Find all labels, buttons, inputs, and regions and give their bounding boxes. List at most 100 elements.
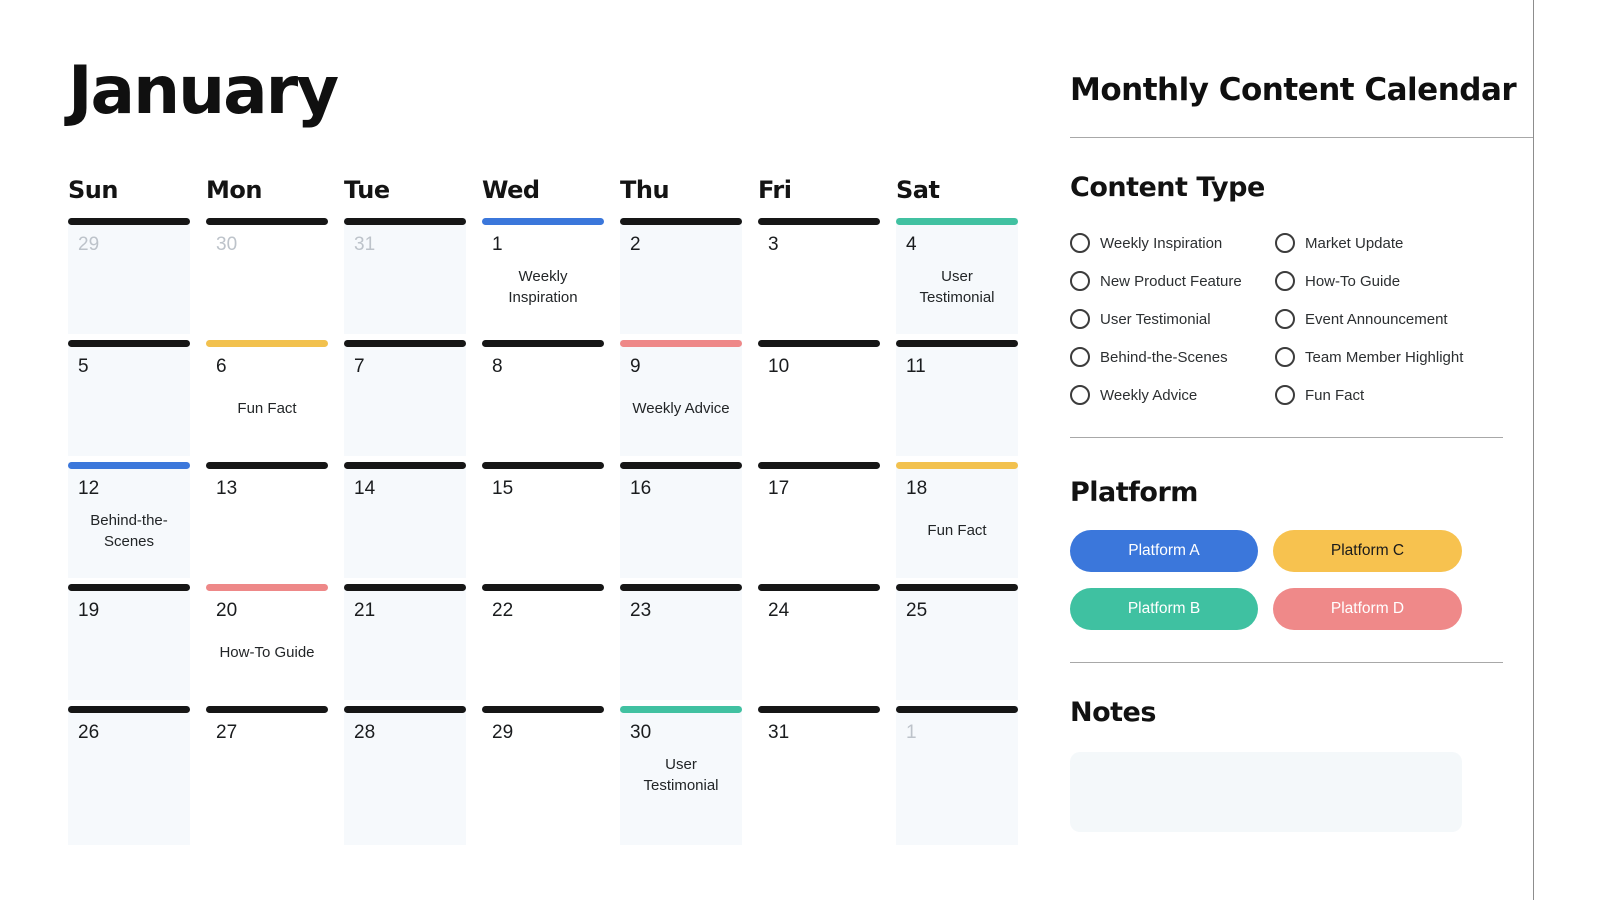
content-type-option: Weekly Inspiration: [1070, 224, 1275, 262]
day-number: 16: [630, 478, 652, 499]
calendar-cell[interactable]: 24: [758, 584, 880, 700]
day-number: 26: [78, 722, 100, 743]
radio-icon[interactable]: [1070, 347, 1090, 367]
weekday-label: Thu: [620, 176, 670, 204]
calendar-cell[interactable]: 18 Fun Fact: [896, 462, 1018, 578]
calendar-cell[interactable]: 6 Fun Fact: [206, 340, 328, 456]
calendar-cell[interactable]: 20 How-To Guide: [206, 584, 328, 700]
calendar-cell[interactable]: 1: [896, 706, 1018, 845]
calendar-cell[interactable]: 26: [68, 706, 190, 845]
radio-icon[interactable]: [1275, 233, 1295, 253]
platform-buttons: Platform A Platform C Platform B Platform D: [1070, 530, 1462, 630]
event-label: User Testimonial: [919, 267, 995, 306]
day-number: 21: [354, 600, 376, 621]
weekday-label: Fri: [758, 176, 792, 204]
calendar-cell[interactable]: 9 Weekly Advice: [620, 340, 742, 456]
cell-accent-bar: [896, 218, 1018, 225]
calendar-cell[interactable]: 22: [482, 584, 604, 700]
platform-button[interactable]: Platform D: [1273, 588, 1462, 630]
day-number: 9: [630, 356, 641, 377]
cell-accent-bar: [758, 584, 880, 591]
platform-button[interactable]: Platform A: [1070, 530, 1258, 572]
calendar-cell[interactable]: 27: [206, 706, 328, 845]
calendar-cell[interactable]: 12 Behind-the-Scenes: [68, 462, 190, 578]
calendar-cell[interactable]: 8: [482, 340, 604, 456]
calendar-cell[interactable]: 3: [758, 218, 880, 334]
content-type-label: Event Announcement: [1305, 310, 1448, 328]
notes-input-area[interactable]: [1070, 752, 1462, 832]
radio-icon[interactable]: [1070, 271, 1090, 291]
calendar-cell[interactable]: 14: [344, 462, 466, 578]
platform-button[interactable]: Platform B: [1070, 588, 1258, 630]
day-number: 30: [216, 234, 238, 255]
content-type-option: User Testimonial: [1070, 300, 1275, 338]
content-type-option: How-To Guide: [1275, 262, 1515, 300]
day-number: 22: [492, 600, 514, 621]
content-type-option: Behind-the-Scenes: [1070, 338, 1275, 376]
radio-icon[interactable]: [1070, 233, 1090, 253]
cell-accent-bar: [620, 706, 742, 713]
calendar-cell[interactable]: 21: [344, 584, 466, 700]
day-number: 29: [492, 722, 514, 743]
platform-button[interactable]: Platform C: [1273, 530, 1462, 572]
content-type-option: New Product Feature: [1070, 262, 1275, 300]
calendar-cell[interactable]: 25: [896, 584, 1018, 700]
weekday-row: Sun Mon Tue Wed Thu Fri Sat: [68, 166, 1018, 218]
calendar-cell[interactable]: 28: [344, 706, 466, 845]
day-number: 27: [216, 722, 238, 743]
radio-icon[interactable]: [1070, 309, 1090, 329]
day-number: 11: [906, 356, 926, 377]
cell-accent-bar: [896, 584, 1018, 591]
calendar-cell[interactable]: 13: [206, 462, 328, 578]
radio-icon[interactable]: [1275, 385, 1295, 405]
cell-accent-bar: [482, 706, 604, 713]
content-type-option: Weekly Advice: [1070, 376, 1275, 414]
day-number: 23: [630, 600, 652, 621]
cell-accent-bar: [344, 706, 466, 713]
radio-icon[interactable]: [1275, 347, 1295, 367]
content-type-label: Weekly Inspiration: [1100, 234, 1223, 252]
calendar-cell[interactable]: 2: [620, 218, 742, 334]
cell-accent-bar: [206, 218, 328, 225]
radio-icon[interactable]: [1070, 385, 1090, 405]
day-number: 1: [492, 234, 503, 255]
calendar-cell[interactable]: 4 User Testimonial: [896, 218, 1018, 334]
calendar-cell[interactable]: 1 Weekly Inspiration: [482, 218, 604, 334]
calendar-cell[interactable]: 23: [620, 584, 742, 700]
calendar-cell[interactable]: 10: [758, 340, 880, 456]
radio-icon[interactable]: [1275, 271, 1295, 291]
radio-icon[interactable]: [1275, 309, 1295, 329]
calendar-cell[interactable]: 29: [68, 218, 190, 334]
calendar-cell[interactable]: 16: [620, 462, 742, 578]
day-number: 19: [78, 600, 100, 621]
cell-accent-bar: [68, 218, 190, 225]
cell-accent-bar: [758, 340, 880, 347]
calendar-cell[interactable]: 30 User Testimonial: [620, 706, 742, 845]
calendar-cell[interactable]: 19: [68, 584, 190, 700]
calendar-cell[interactable]: 5: [68, 340, 190, 456]
event-label: Fun Fact: [927, 522, 987, 540]
content-type-heading: Content Type: [1070, 172, 1265, 203]
day-number: 28: [354, 722, 376, 743]
cell-accent-bar: [620, 584, 742, 591]
cell-accent-bar: [68, 340, 190, 347]
sidebar-title: Monthly Content Calendar: [1070, 72, 1517, 108]
calendar-cell[interactable]: 31: [758, 706, 880, 845]
calendar-cell[interactable]: 15: [482, 462, 604, 578]
calendar-cell[interactable]: 17: [758, 462, 880, 578]
content-type-label: Weekly Advice: [1100, 386, 1198, 404]
month-title: January: [68, 52, 339, 129]
cell-accent-bar: [344, 340, 466, 347]
day-number: 15: [492, 478, 514, 499]
calendar-cell[interactable]: 11: [896, 340, 1018, 456]
calendar-cell[interactable]: 7: [344, 340, 466, 456]
cell-accent-bar: [620, 340, 742, 347]
calendar-cell[interactable]: 30: [206, 218, 328, 334]
calendar-cell[interactable]: 29: [482, 706, 604, 845]
day-number: 2: [630, 234, 641, 255]
cell-accent-bar: [482, 218, 604, 225]
content-type-label: Market Update: [1305, 234, 1404, 252]
day-number: 8: [492, 356, 503, 377]
calendar-cell[interactable]: 31: [344, 218, 466, 334]
